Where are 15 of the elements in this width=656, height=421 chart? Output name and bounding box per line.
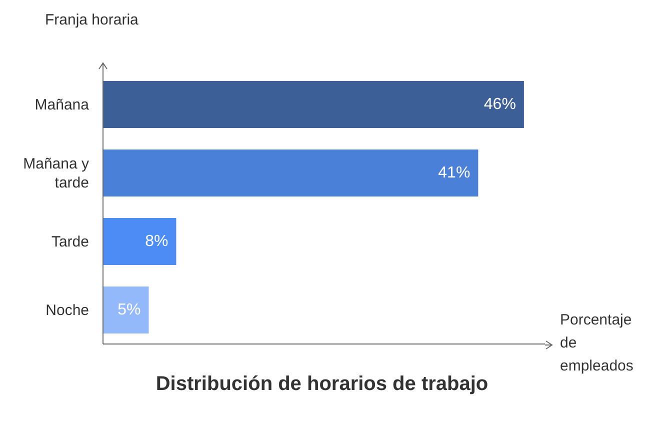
data-label: 41% <box>438 164 470 182</box>
bar <box>103 81 524 128</box>
y-tick-label: Mañana <box>34 96 90 113</box>
data-label: 5% <box>118 302 141 318</box>
y-tick-label: Mañana y tarde <box>23 154 90 191</box>
y-axis-title: Franja horaria <box>45 12 140 28</box>
bar <box>103 218 176 265</box>
bar <box>103 150 478 196</box>
y-tick-label: Noche <box>46 301 89 318</box>
x-axis-title: Porcentaje de empleados <box>560 312 634 374</box>
bar <box>103 286 149 334</box>
data-label: 8% <box>145 233 168 250</box>
y-tick-label: Tarde <box>51 232 89 250</box>
data-label: 46% <box>484 96 516 113</box>
text: Distribución de horarios de trabajo <box>156 373 488 395</box>
